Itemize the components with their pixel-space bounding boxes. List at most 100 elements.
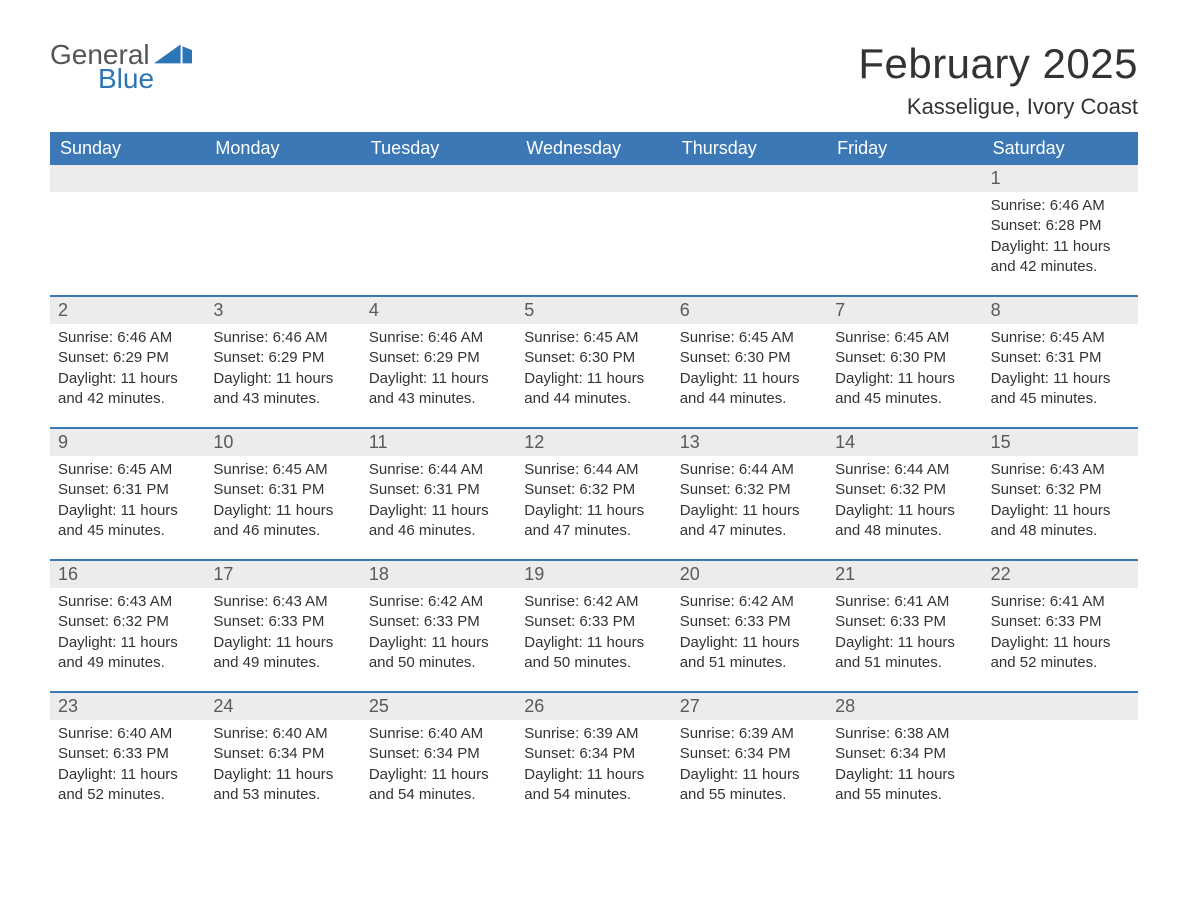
- weekday-header: Friday: [827, 132, 982, 165]
- day-number: 3: [205, 297, 360, 324]
- day-number: 21: [827, 561, 982, 588]
- sunrise-text: Sunrise: 6:41 AM: [991, 592, 1130, 612]
- weekday-header: Monday: [205, 132, 360, 165]
- day-number: 8: [983, 297, 1138, 324]
- day-number: 17: [205, 561, 360, 588]
- sunrise-text: Sunrise: 6:40 AM: [369, 724, 508, 744]
- daylight-text: Daylight: 11 hours and 50 minutes.: [369, 633, 508, 674]
- day-number: 25: [361, 693, 516, 720]
- day-number: 20: [672, 561, 827, 588]
- sunrise-text: Sunrise: 6:45 AM: [680, 328, 819, 348]
- week-row: 9101112131415Sunrise: 6:45 AMSunset: 6:3…: [50, 427, 1138, 559]
- weekday-header-row: SundayMondayTuesdayWednesdayThursdayFrid…: [50, 132, 1138, 165]
- sunset-text: Sunset: 6:28 PM: [991, 216, 1130, 236]
- daylight-text: Daylight: 11 hours and 51 minutes.: [835, 633, 974, 674]
- weekday-header: Sunday: [50, 132, 205, 165]
- day-body: Sunrise: 6:45 AMSunset: 6:31 PMDaylight:…: [205, 456, 360, 559]
- header-row: General Blue February 2025 Kasseligue, I…: [50, 40, 1138, 120]
- sunset-text: Sunset: 6:34 PM: [835, 744, 974, 764]
- day-number: 4: [361, 297, 516, 324]
- week-row: 1Sunrise: 6:46 AMSunset: 6:28 PMDaylight…: [50, 165, 1138, 295]
- sunrise-text: Sunrise: 6:45 AM: [58, 460, 197, 480]
- day-body: Sunrise: 6:45 AMSunset: 6:30 PMDaylight:…: [672, 324, 827, 427]
- sunrise-text: Sunrise: 6:39 AM: [680, 724, 819, 744]
- day-number: 15: [983, 429, 1138, 456]
- daylight-text: Daylight: 11 hours and 47 minutes.: [680, 501, 819, 542]
- sunrise-text: Sunrise: 6:38 AM: [835, 724, 974, 744]
- day-body: [361, 192, 516, 295]
- daylight-text: Daylight: 11 hours and 42 minutes.: [991, 237, 1130, 278]
- day-body: Sunrise: 6:45 AMSunset: 6:31 PMDaylight:…: [50, 456, 205, 559]
- daybody-strip: Sunrise: 6:46 AMSunset: 6:29 PMDaylight:…: [50, 324, 1138, 427]
- day-number: 9: [50, 429, 205, 456]
- daylight-text: Daylight: 11 hours and 48 minutes.: [835, 501, 974, 542]
- sunrise-text: Sunrise: 6:44 AM: [524, 460, 663, 480]
- week-row: 232425262728Sunrise: 6:40 AMSunset: 6:33…: [50, 691, 1138, 823]
- brand-text-block: General Blue: [50, 40, 192, 93]
- day-number: 12: [516, 429, 671, 456]
- day-number: 6: [672, 297, 827, 324]
- sunset-text: Sunset: 6:29 PM: [58, 348, 197, 368]
- sunrise-text: Sunrise: 6:42 AM: [524, 592, 663, 612]
- daylight-text: Daylight: 11 hours and 55 minutes.: [680, 765, 819, 806]
- day-body: [50, 192, 205, 295]
- day-number: 26: [516, 693, 671, 720]
- sunset-text: Sunset: 6:31 PM: [58, 480, 197, 500]
- day-body: Sunrise: 6:44 AMSunset: 6:32 PMDaylight:…: [672, 456, 827, 559]
- daylight-text: Daylight: 11 hours and 54 minutes.: [524, 765, 663, 806]
- weekday-header: Saturday: [983, 132, 1138, 165]
- sunset-text: Sunset: 6:34 PM: [369, 744, 508, 764]
- sunset-text: Sunset: 6:34 PM: [680, 744, 819, 764]
- day-body: Sunrise: 6:43 AMSunset: 6:32 PMDaylight:…: [983, 456, 1138, 559]
- title-block: February 2025 Kasseligue, Ivory Coast: [858, 40, 1138, 120]
- daylight-text: Daylight: 11 hours and 55 minutes.: [835, 765, 974, 806]
- sunrise-text: Sunrise: 6:41 AM: [835, 592, 974, 612]
- sunset-text: Sunset: 6:34 PM: [524, 744, 663, 764]
- day-number: [50, 165, 205, 192]
- sunset-text: Sunset: 6:33 PM: [58, 744, 197, 764]
- sunrise-text: Sunrise: 6:40 AM: [213, 724, 352, 744]
- sunset-text: Sunset: 6:30 PM: [835, 348, 974, 368]
- sunrise-text: Sunrise: 6:45 AM: [991, 328, 1130, 348]
- day-number: 13: [672, 429, 827, 456]
- day-number: [672, 165, 827, 192]
- day-body: Sunrise: 6:46 AMSunset: 6:28 PMDaylight:…: [983, 192, 1138, 295]
- day-body: [516, 192, 671, 295]
- day-number: 10: [205, 429, 360, 456]
- daylight-text: Daylight: 11 hours and 47 minutes.: [524, 501, 663, 542]
- sunset-text: Sunset: 6:33 PM: [680, 612, 819, 632]
- day-number: 7: [827, 297, 982, 324]
- day-number: [516, 165, 671, 192]
- day-body: Sunrise: 6:43 AMSunset: 6:32 PMDaylight:…: [50, 588, 205, 691]
- sunset-text: Sunset: 6:33 PM: [991, 612, 1130, 632]
- day-body: Sunrise: 6:42 AMSunset: 6:33 PMDaylight:…: [361, 588, 516, 691]
- daylight-text: Daylight: 11 hours and 45 minutes.: [58, 501, 197, 542]
- daybody-strip: Sunrise: 6:40 AMSunset: 6:33 PMDaylight:…: [50, 720, 1138, 823]
- day-number: 28: [827, 693, 982, 720]
- day-body: [827, 192, 982, 295]
- day-number: [827, 165, 982, 192]
- sunset-text: Sunset: 6:31 PM: [213, 480, 352, 500]
- day-body: Sunrise: 6:44 AMSunset: 6:31 PMDaylight:…: [361, 456, 516, 559]
- daylight-text: Daylight: 11 hours and 51 minutes.: [680, 633, 819, 674]
- day-body: Sunrise: 6:40 AMSunset: 6:34 PMDaylight:…: [205, 720, 360, 823]
- sunrise-text: Sunrise: 6:43 AM: [58, 592, 197, 612]
- day-body: Sunrise: 6:42 AMSunset: 6:33 PMDaylight:…: [516, 588, 671, 691]
- sunrise-text: Sunrise: 6:45 AM: [524, 328, 663, 348]
- week-row: 2345678Sunrise: 6:46 AMSunset: 6:29 PMDa…: [50, 295, 1138, 427]
- weekday-header: Tuesday: [361, 132, 516, 165]
- week-row: 16171819202122Sunrise: 6:43 AMSunset: 6:…: [50, 559, 1138, 691]
- sunrise-text: Sunrise: 6:40 AM: [58, 724, 197, 744]
- sunrise-text: Sunrise: 6:42 AM: [369, 592, 508, 612]
- sunset-text: Sunset: 6:31 PM: [369, 480, 508, 500]
- day-body: Sunrise: 6:41 AMSunset: 6:33 PMDaylight:…: [983, 588, 1138, 691]
- daylight-text: Daylight: 11 hours and 53 minutes.: [213, 765, 352, 806]
- sunset-text: Sunset: 6:32 PM: [835, 480, 974, 500]
- sunset-text: Sunset: 6:32 PM: [680, 480, 819, 500]
- sunrise-text: Sunrise: 6:42 AM: [680, 592, 819, 612]
- sunrise-text: Sunrise: 6:44 AM: [680, 460, 819, 480]
- day-number: 27: [672, 693, 827, 720]
- daylight-text: Daylight: 11 hours and 46 minutes.: [213, 501, 352, 542]
- day-body: Sunrise: 6:45 AMSunset: 6:30 PMDaylight:…: [827, 324, 982, 427]
- daynum-strip: 2345678: [50, 297, 1138, 324]
